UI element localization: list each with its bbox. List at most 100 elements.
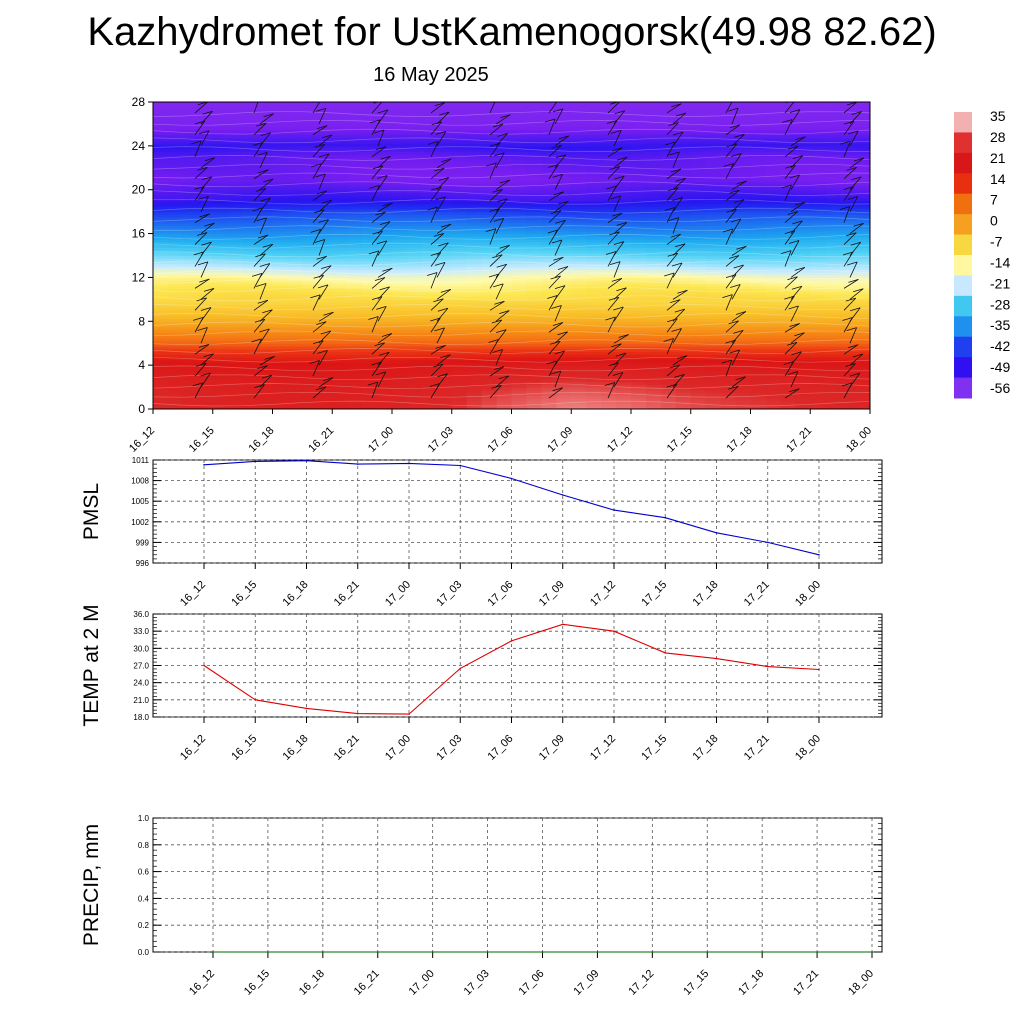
wind-barb-flag [194, 186, 205, 190]
colorbar-swatch [954, 234, 972, 256]
pmsl-data-point [767, 541, 769, 544]
wind-barb-flag [485, 228, 496, 232]
wind-barb [613, 241, 625, 256]
wind-barb-flag [612, 147, 623, 152]
wind-barb [377, 155, 391, 169]
wind-barb [430, 233, 445, 245]
wind-barb-flag [493, 283, 504, 288]
wind-barb-flag [736, 180, 747, 185]
wind-barb [253, 253, 266, 267]
precip-y-tick-label: 0.4 [138, 894, 150, 903]
wind-barb-flag [432, 363, 444, 368]
wind-barb [666, 272, 675, 289]
wind-barb [725, 208, 737, 223]
wind-barb [436, 223, 452, 234]
wind-barb-flag [257, 299, 268, 304]
wind-barb [607, 278, 623, 289]
wind-barb-flag [437, 373, 448, 378]
wind-barb [436, 158, 452, 169]
wind-barb [554, 331, 568, 344]
pmsl-y-tick-label: 1005 [131, 497, 149, 506]
colorbar-label: 28 [990, 129, 1006, 145]
wind-barb-flag [317, 284, 329, 289]
pmsl-data-point [510, 477, 513, 480]
wind-barb [548, 341, 561, 355]
temp-2m-x-tick-label: 17_06 [486, 733, 516, 763]
wind-barb-flag [252, 142, 264, 146]
wind-barb [672, 131, 684, 147]
precip-data-point [377, 951, 379, 953]
wind-barb-flag [379, 286, 390, 291]
wind-barb-flag [605, 251, 617, 255]
pmsl-x-tick-label: 17_12 [588, 579, 618, 609]
wind-barb-flag [259, 328, 270, 333]
wind-barb [731, 180, 747, 191]
wind-barb [607, 231, 620, 245]
wind-barb-flag [795, 136, 806, 141]
wind-barb [430, 206, 438, 223]
colorbar-label: -56 [990, 380, 1010, 396]
precip-data-point [322, 951, 324, 953]
wind-barb-flag [256, 122, 267, 127]
wind-barb-flag [847, 344, 859, 349]
wind-barb [666, 122, 679, 136]
wind-barb [436, 308, 449, 322]
precip-data-point [651, 951, 654, 953]
wind-barb [312, 144, 325, 158]
wind-barb-flag [665, 141, 676, 146]
wind-barb [489, 385, 502, 399]
wind-barb-flag [788, 240, 800, 244]
wind-barb [253, 102, 259, 114]
wind-barb-flag [675, 243, 686, 248]
wind-barb-flag [426, 272, 438, 276]
wind-barb-flag [316, 190, 328, 195]
wind-barb [843, 186, 854, 201]
heatmap-y-tick-label: 4 [138, 358, 145, 372]
wind-barb-flag [550, 210, 562, 214]
wind-barb-flag [309, 360, 320, 364]
wind-barb-flag [435, 131, 447, 135]
wind-barb [666, 168, 682, 180]
wind-barb-flag [787, 371, 799, 375]
wind-barb-flag [850, 241, 861, 246]
heatmap-x-tick-label: 17_00 [366, 425, 396, 455]
wind-barb-flag [201, 241, 212, 246]
wind-barb [200, 130, 210, 147]
wind-barb-flag [606, 120, 618, 124]
wind-barb [436, 177, 450, 190]
wind-barb-flag [375, 371, 386, 376]
wind-barb-flag [440, 223, 452, 228]
wind-barb-flag [373, 129, 385, 134]
wind-barb [843, 363, 856, 377]
wind-barb-flag [729, 189, 740, 194]
wind-barb-flag [724, 98, 734, 101]
wind-barb [784, 230, 796, 245]
wind-barb [784, 276, 798, 289]
wind-barb-flag [321, 199, 332, 204]
wind-barb [489, 189, 503, 201]
wind-barb [253, 122, 267, 136]
precip-y-tick-label: 0.6 [138, 868, 150, 877]
wind-barb [843, 102, 858, 114]
wind-barb-flag [557, 266, 569, 270]
wind-barb [371, 277, 386, 289]
precip-data-point [761, 951, 763, 953]
wind-barb-flag [733, 330, 744, 334]
colorbar-swatch [954, 255, 972, 276]
wind-barb-flag [672, 197, 683, 201]
wind-barb-flag [310, 229, 321, 233]
wind-barb-flag [193, 317, 204, 321]
precip-y-tick-label: 0.0 [138, 948, 150, 957]
wind-barb [489, 319, 503, 333]
wind-barb-flag [729, 124, 740, 129]
wind-barb-flag [670, 168, 682, 173]
wind-barb-flag [550, 370, 561, 375]
wind-barb [666, 364, 681, 377]
wind-barb [194, 232, 208, 245]
wind-barb [731, 134, 745, 147]
wind-barb-flag [671, 328, 682, 332]
wind-barb-flag [440, 289, 451, 293]
wind-barb [430, 252, 442, 267]
wind-barb-flag [617, 156, 628, 161]
wind-barb-flag [853, 288, 864, 293]
